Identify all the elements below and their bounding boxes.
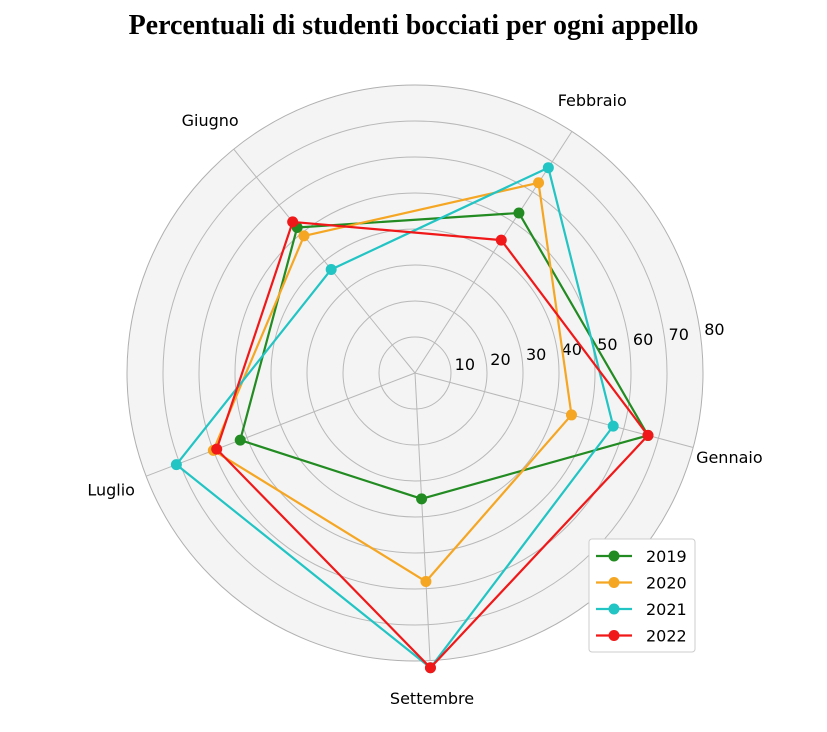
grid-circle xyxy=(306,264,524,482)
radial-tick-label: 20 xyxy=(490,350,510,369)
data-point xyxy=(513,207,525,219)
radial-tick-label: 40 xyxy=(562,340,582,359)
data-point xyxy=(298,230,310,242)
radial-tick-label: 80 xyxy=(704,320,724,339)
legend-marker xyxy=(608,550,620,562)
series-2022 xyxy=(211,216,654,674)
radial-grid xyxy=(162,120,668,626)
grid-spoke xyxy=(414,372,431,661)
legend-label: 2020 xyxy=(646,574,687,593)
data-point xyxy=(170,459,182,471)
category-label: Giugno xyxy=(182,111,239,130)
series-line xyxy=(215,220,650,669)
legend: 2019 2020 2021 2022 xyxy=(588,538,696,653)
data-point xyxy=(607,420,619,432)
grid-circle xyxy=(342,300,488,446)
category-label: Settembre xyxy=(390,689,474,708)
legend-frame xyxy=(588,538,696,653)
data-point xyxy=(565,409,577,421)
data-point xyxy=(533,177,545,189)
data-point xyxy=(542,162,554,174)
grid-circle xyxy=(234,192,596,554)
grid-circle xyxy=(378,336,452,410)
grid-spoke xyxy=(145,372,416,477)
radial-tick-label: 50 xyxy=(597,335,617,354)
data-point xyxy=(234,434,246,446)
legend-marker xyxy=(608,603,620,615)
data-point xyxy=(420,576,432,588)
radial-tick-label: 60 xyxy=(633,330,653,349)
category-label: Febbraio xyxy=(558,91,627,110)
series-line xyxy=(239,211,650,500)
grid-circle xyxy=(162,120,668,626)
radial-tick-label: 70 xyxy=(669,325,689,344)
series-2021 xyxy=(170,162,619,674)
legend-marker xyxy=(608,630,620,641)
data-point xyxy=(495,234,507,246)
radial-tick-label: 30 xyxy=(526,345,546,364)
data-point xyxy=(642,429,654,441)
category-label: Luglio xyxy=(87,481,135,500)
grid-spoke xyxy=(233,148,416,374)
radial-tick-label: 10 xyxy=(455,355,475,374)
category-labels: Gennaio Febbraio Giugno Luglio Settembre xyxy=(87,91,762,708)
series-layer xyxy=(170,162,654,674)
data-point xyxy=(287,216,299,228)
series-line xyxy=(175,166,615,669)
legend-label: 2022 xyxy=(646,627,687,646)
data-point xyxy=(211,443,223,455)
legend-label: 2021 xyxy=(646,600,687,619)
series-line xyxy=(212,181,573,583)
radial-tick-labels: 10 20 30 40 50 60 70 80 xyxy=(455,320,725,374)
grid-circle xyxy=(198,156,632,590)
data-point xyxy=(424,662,436,674)
legend-label: 2019 xyxy=(646,547,687,566)
data-point xyxy=(325,263,337,275)
legend-marker xyxy=(608,577,620,588)
category-label: Gennaio xyxy=(696,448,763,467)
chart-title: Percentuali di studenti bocciati per ogn… xyxy=(128,10,699,41)
data-point xyxy=(416,493,428,505)
